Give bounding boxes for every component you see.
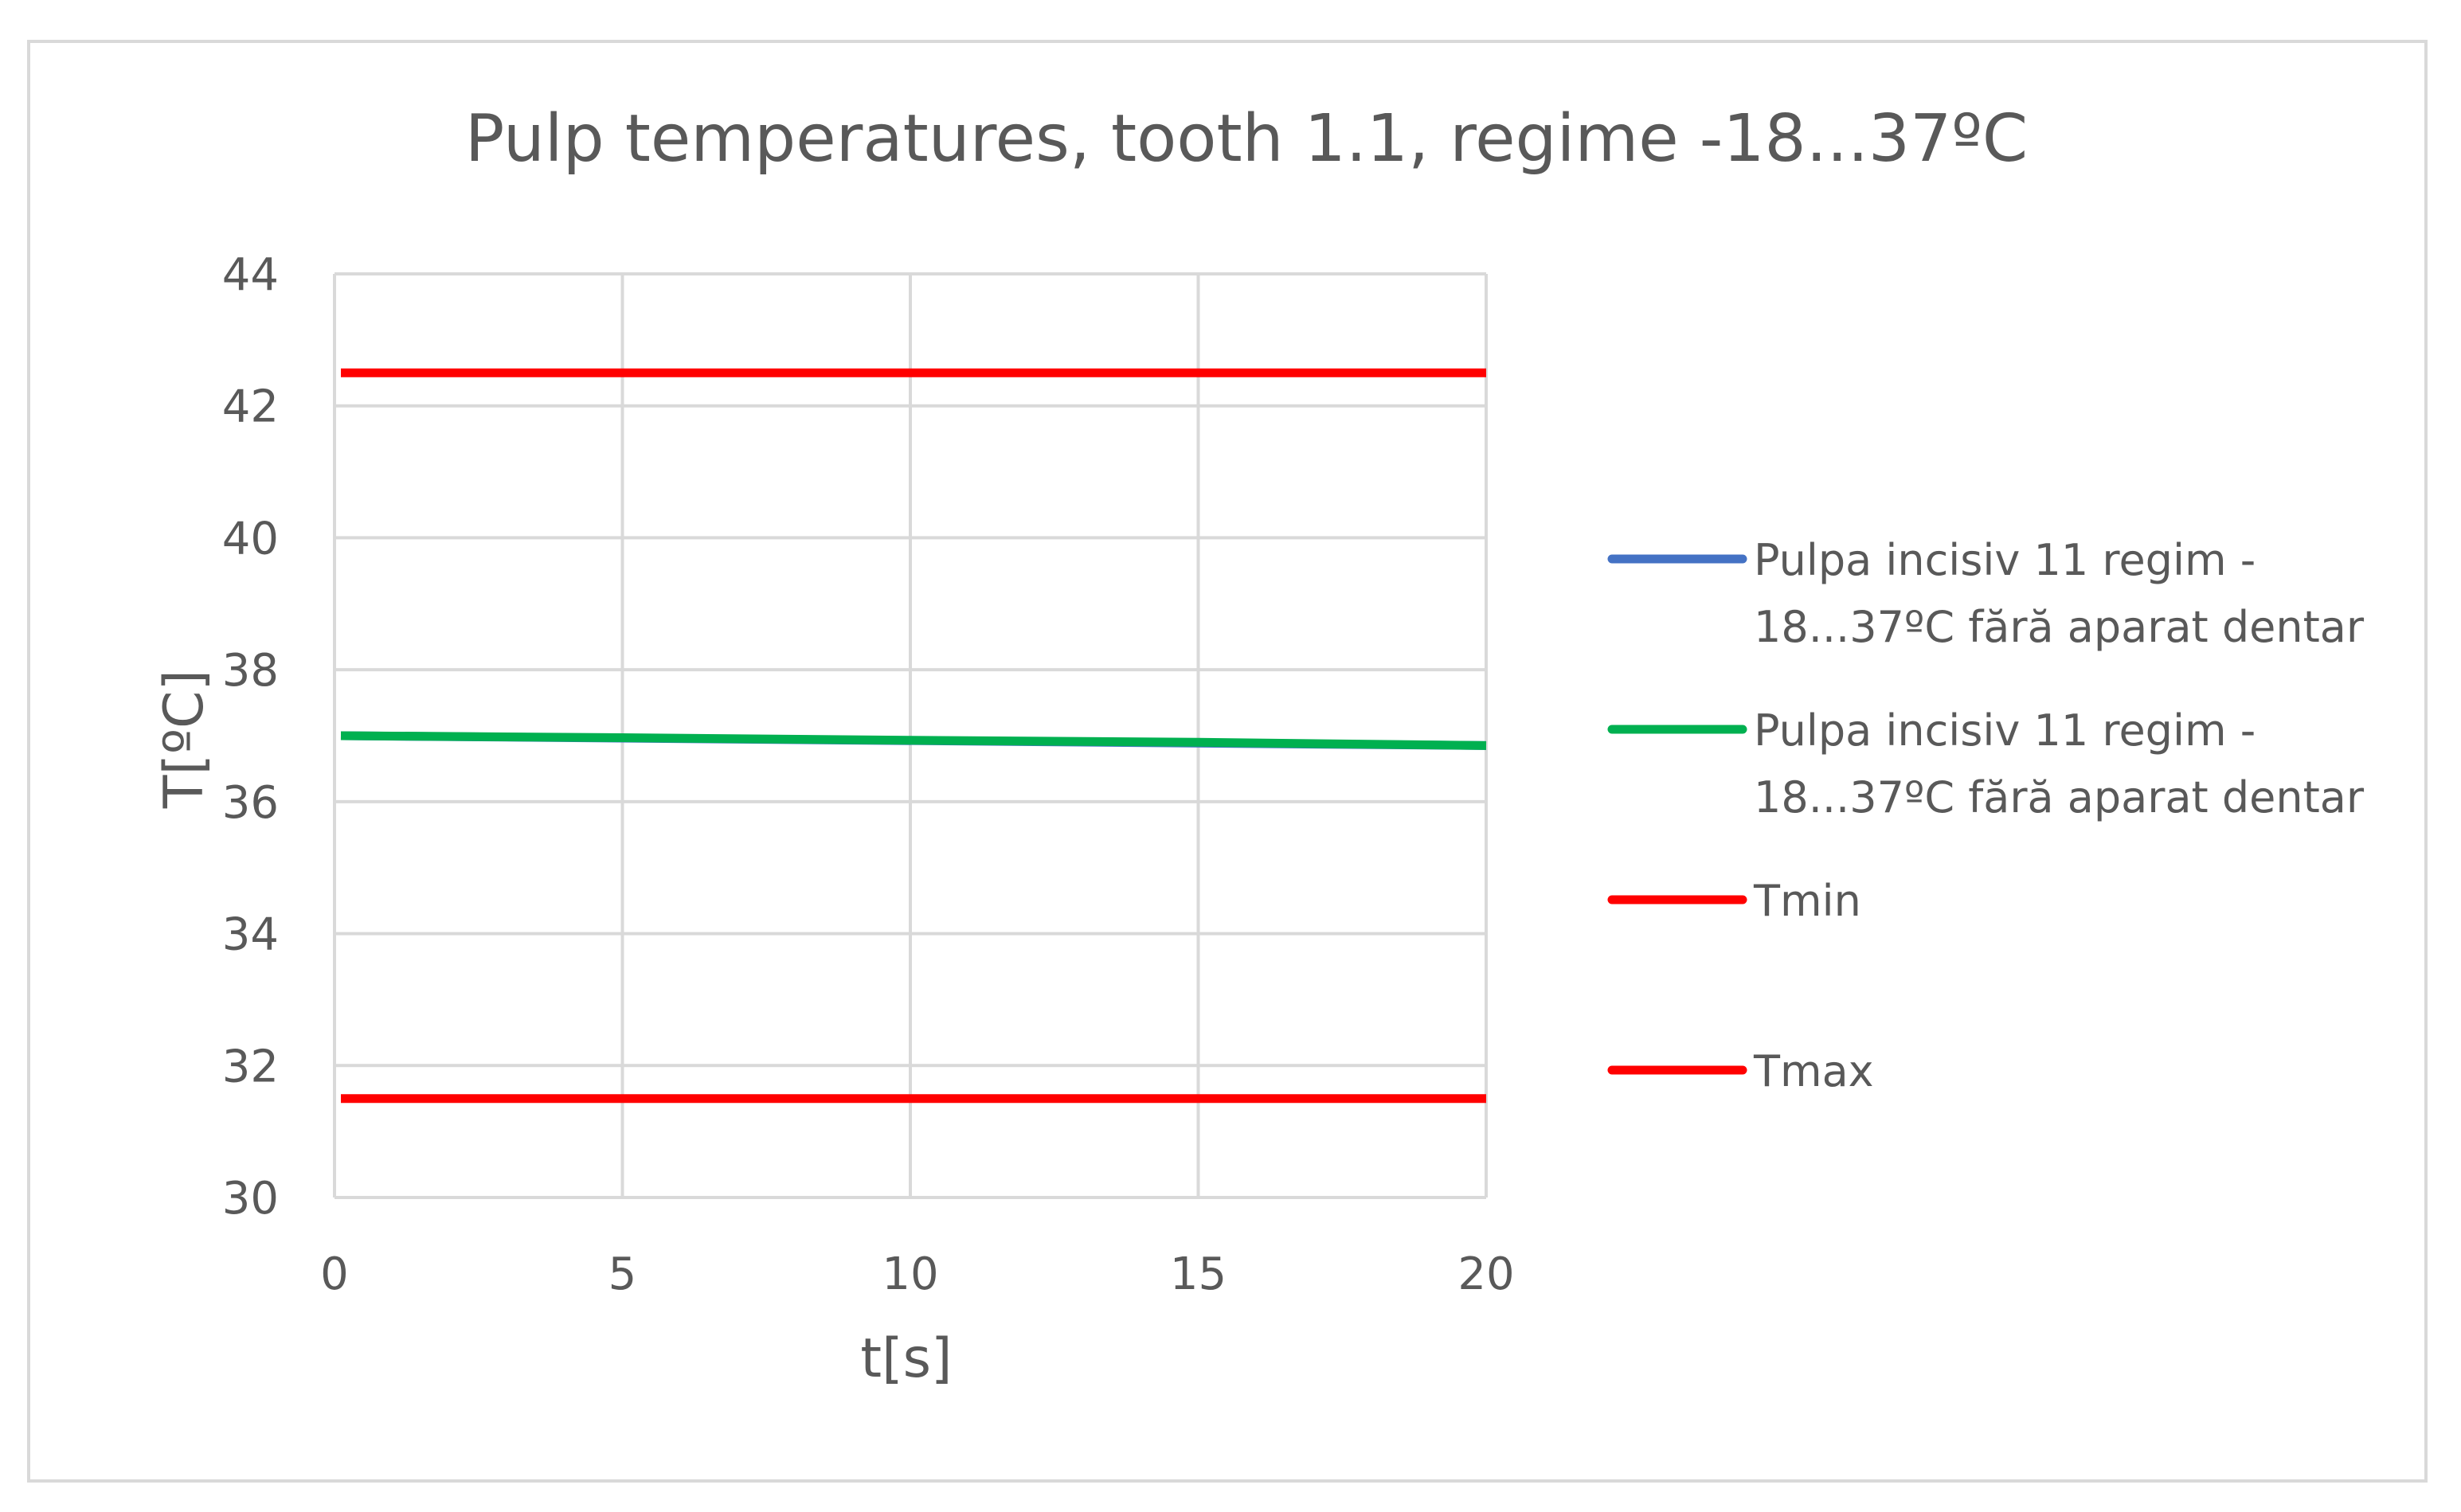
- legend: Pulpa incisiv 11 regim - 18...37ºC fără a…: [1607, 535, 2365, 1096]
- x-tick-label: 5: [608, 1248, 637, 1300]
- y-tick-label: 30: [222, 1173, 279, 1225]
- chart-frame: Pulp temperatures, tooth 1.1, regime -18…: [27, 40, 2428, 1483]
- grid: [333, 272, 1488, 1199]
- legend-label-1: 18...37ºC fără aparat dentar: [1754, 772, 2365, 822]
- y-tick-label: 36: [222, 777, 279, 829]
- y-tick-label: 44: [222, 249, 279, 301]
- x-tick-label: 0: [320, 1248, 349, 1300]
- legend-label-0: Pulpa incisiv 11 regim -: [1754, 535, 2256, 585]
- chart-svg: Pulp temperatures, tooth 1.1, regime -18…: [153, 101, 2365, 1390]
- x-axis-label: t[s]: [860, 1327, 952, 1390]
- tick-labels: 30 32 34 36 38 40 42 44 0 5 10 15 20: [222, 249, 1515, 1300]
- x-tick-label: 20: [1457, 1248, 1514, 1300]
- y-tick-label: 40: [222, 513, 279, 565]
- series-line-1: [340, 731, 1487, 750]
- y-tick-label: 34: [222, 909, 279, 961]
- y-tick-label: 32: [222, 1041, 279, 1092]
- legend-label-2: Tmin: [1753, 876, 1861, 926]
- legend-label-0: 18...37ºC fără aparat dentar: [1754, 602, 2365, 652]
- y-tick-label: 42: [222, 381, 279, 433]
- y-axis-label: T[ºC]: [153, 670, 216, 809]
- legend-label-3: Tmax: [1753, 1046, 1874, 1096]
- x-tick-label: 15: [1170, 1248, 1227, 1300]
- y-tick-label: 38: [222, 645, 279, 697]
- legend-label-1: Pulpa incisiv 11 regim -: [1754, 705, 2256, 756]
- chart-title: Pulp temperatures, tooth 1.1, regime -18…: [465, 101, 2028, 177]
- series-layer: [340, 368, 1487, 1104]
- x-tick-label: 10: [882, 1248, 938, 1300]
